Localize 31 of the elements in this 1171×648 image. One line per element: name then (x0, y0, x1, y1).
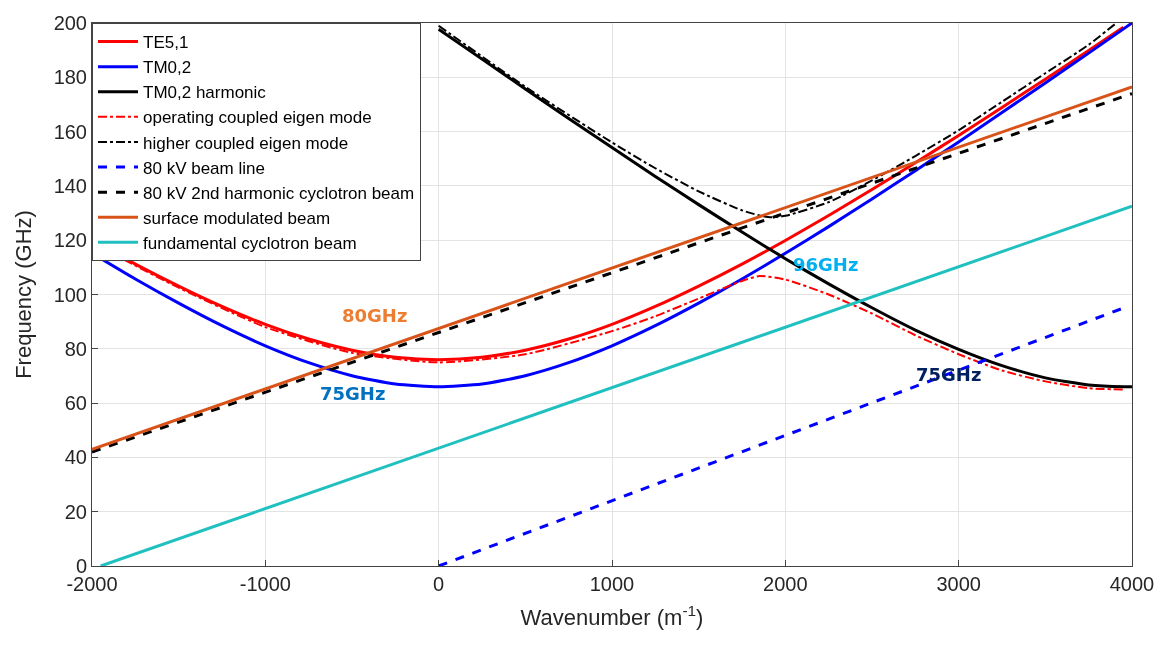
legend-label: fundamental cyclotron beam (143, 233, 357, 253)
legend-label: TM0,2 harmonic (143, 83, 267, 103)
y-axis-title: Frequency (GHz) (11, 210, 37, 379)
x-tick-label: 1000 (589, 573, 635, 595)
legend-label: surface modulated beam (143, 208, 331, 228)
y-tick-label: 100 (53, 283, 87, 306)
y-tick-label: 180 (53, 66, 87, 89)
x-tick-label: 0 (433, 573, 445, 595)
x-tick-label: 4000 (1109, 573, 1155, 595)
y-tick-label: 120 (53, 229, 87, 252)
legend-label: 80 kV beam line (143, 158, 265, 178)
annotation: 80GHz (342, 305, 408, 326)
y-tick-label: 60 (64, 392, 87, 415)
legend-label: operating coupled eigen mode (143, 108, 372, 128)
x-tick-label: 3000 (936, 573, 981, 595)
y-tick-label: 200 (53, 12, 87, 34)
y-tick-label: 40 (64, 446, 87, 469)
annotation: 75GHz (320, 383, 386, 404)
y-tick-label: 140 (53, 174, 87, 197)
legend-label: TE5,1 (143, 33, 189, 53)
x-tick-label: -1000 (239, 573, 291, 595)
y-tick-label: 20 (64, 500, 87, 523)
x-axis-title: Wavenumber (m$^{-1}$) (520, 601, 704, 630)
legend-label: higher coupled eigen mode (143, 133, 349, 153)
y-tick-label: 160 (53, 120, 87, 143)
legend-label: TM0,2 (143, 58, 192, 78)
annotation: 75GHz (916, 364, 982, 385)
x-tick-label: 2000 (763, 573, 808, 595)
legend-label: 80 kV 2nd harmonic cyclotron beam (143, 183, 415, 203)
y-tick-label: 80 (64, 337, 87, 360)
annotation: 96GHz (793, 254, 859, 275)
